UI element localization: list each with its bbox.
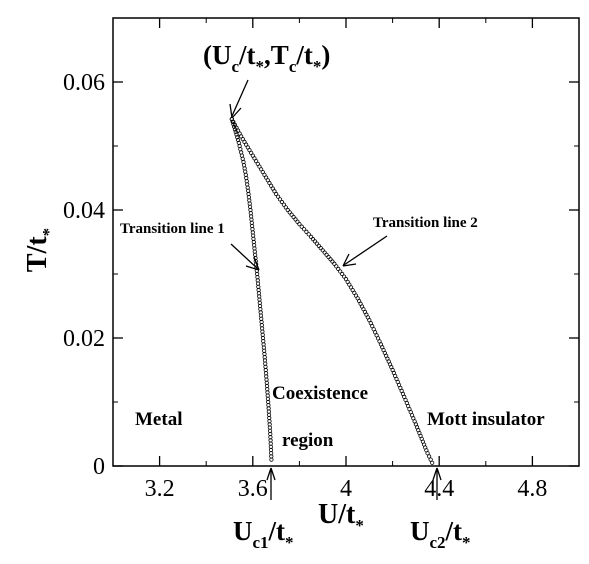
series-2-point xyxy=(334,264,339,269)
critical-point-label: (Uc/t*,Tc/t*) xyxy=(203,40,330,76)
series-2-point xyxy=(425,451,430,456)
series-2-point xyxy=(279,199,285,205)
transition-line-2-arrow xyxy=(343,235,388,266)
x-tick-label: 4.4 xyxy=(424,476,454,502)
transition-line-1-arrow xyxy=(230,243,259,270)
series-2-point xyxy=(301,227,307,232)
series-2-point xyxy=(273,191,279,197)
series-2-point xyxy=(316,243,321,248)
series-2-point xyxy=(338,269,343,274)
uc1-arrowhead xyxy=(266,467,276,481)
critical-point-arrowhead xyxy=(229,103,242,119)
series-2-point xyxy=(314,241,319,246)
series-2-point xyxy=(308,234,314,239)
x-tick-label: 3.2 xyxy=(145,476,175,502)
series-1-point xyxy=(235,137,241,143)
y-tick-label: 0.06 xyxy=(63,70,105,96)
series-2-point xyxy=(341,274,347,279)
series-2-point xyxy=(310,237,316,242)
series-2-point xyxy=(426,454,432,459)
transition-line-1-arrowhead xyxy=(245,256,260,271)
series-2-point xyxy=(324,252,329,257)
series-2-point xyxy=(326,254,331,260)
y-tick-label: 0.04 xyxy=(63,198,105,224)
x-tick-label: 4 xyxy=(340,476,352,502)
data-points xyxy=(229,117,435,465)
series-2-point xyxy=(299,224,304,229)
series-2-point xyxy=(275,194,281,199)
series-2-point xyxy=(304,229,309,234)
metal-region-label: Metal xyxy=(135,409,182,430)
series-2-point xyxy=(283,205,288,210)
series-2-point xyxy=(320,248,325,253)
y-tick-label: 0.02 xyxy=(63,326,105,352)
series-2-point xyxy=(281,202,286,207)
series-2-point xyxy=(322,250,327,255)
uc1-label: Uc1/t* xyxy=(233,516,294,552)
y-tick-label: 0 xyxy=(93,454,105,480)
transition-line-2-arrowhead xyxy=(342,253,357,267)
series-2-point xyxy=(428,457,433,462)
series-1-point xyxy=(235,135,240,140)
series-2-point xyxy=(328,257,333,262)
series-2-point xyxy=(306,232,311,237)
transition-line-2-label: Transition line 2 xyxy=(373,215,478,231)
series-2-point xyxy=(340,271,345,277)
series-1-point xyxy=(232,124,237,129)
y-axis-title: T/t* xyxy=(22,228,58,272)
series-2-point xyxy=(336,266,341,271)
series-2-point xyxy=(297,221,302,227)
x-axis-title: U/t* xyxy=(318,499,364,535)
critical-point-arrow xyxy=(231,79,249,117)
series-2-point xyxy=(430,460,435,465)
uc2-label: Uc2/t* xyxy=(410,516,471,552)
series-2-point xyxy=(277,197,283,202)
mott-insulator-label: Mott insulator xyxy=(427,409,545,430)
transition-line-1-label: Transition line 1 xyxy=(120,221,225,237)
x-tick-label: 4.8 xyxy=(517,476,547,502)
series-2-point xyxy=(312,239,318,244)
uc2-arrowhead xyxy=(432,467,442,481)
coexistence-region-label: Coexistence xyxy=(272,383,368,404)
coexistence-region-label-2: region xyxy=(282,430,334,451)
series-2-point xyxy=(330,259,335,264)
series-1-point xyxy=(269,457,274,462)
series-2-point xyxy=(318,245,323,251)
x-tick-label: 3.6 xyxy=(238,476,268,502)
series-2-point xyxy=(332,261,337,266)
axis-ticks: 3.2 3.6 4 4.4 4.8 0 0.02 0.04 0.06 xyxy=(63,17,580,502)
